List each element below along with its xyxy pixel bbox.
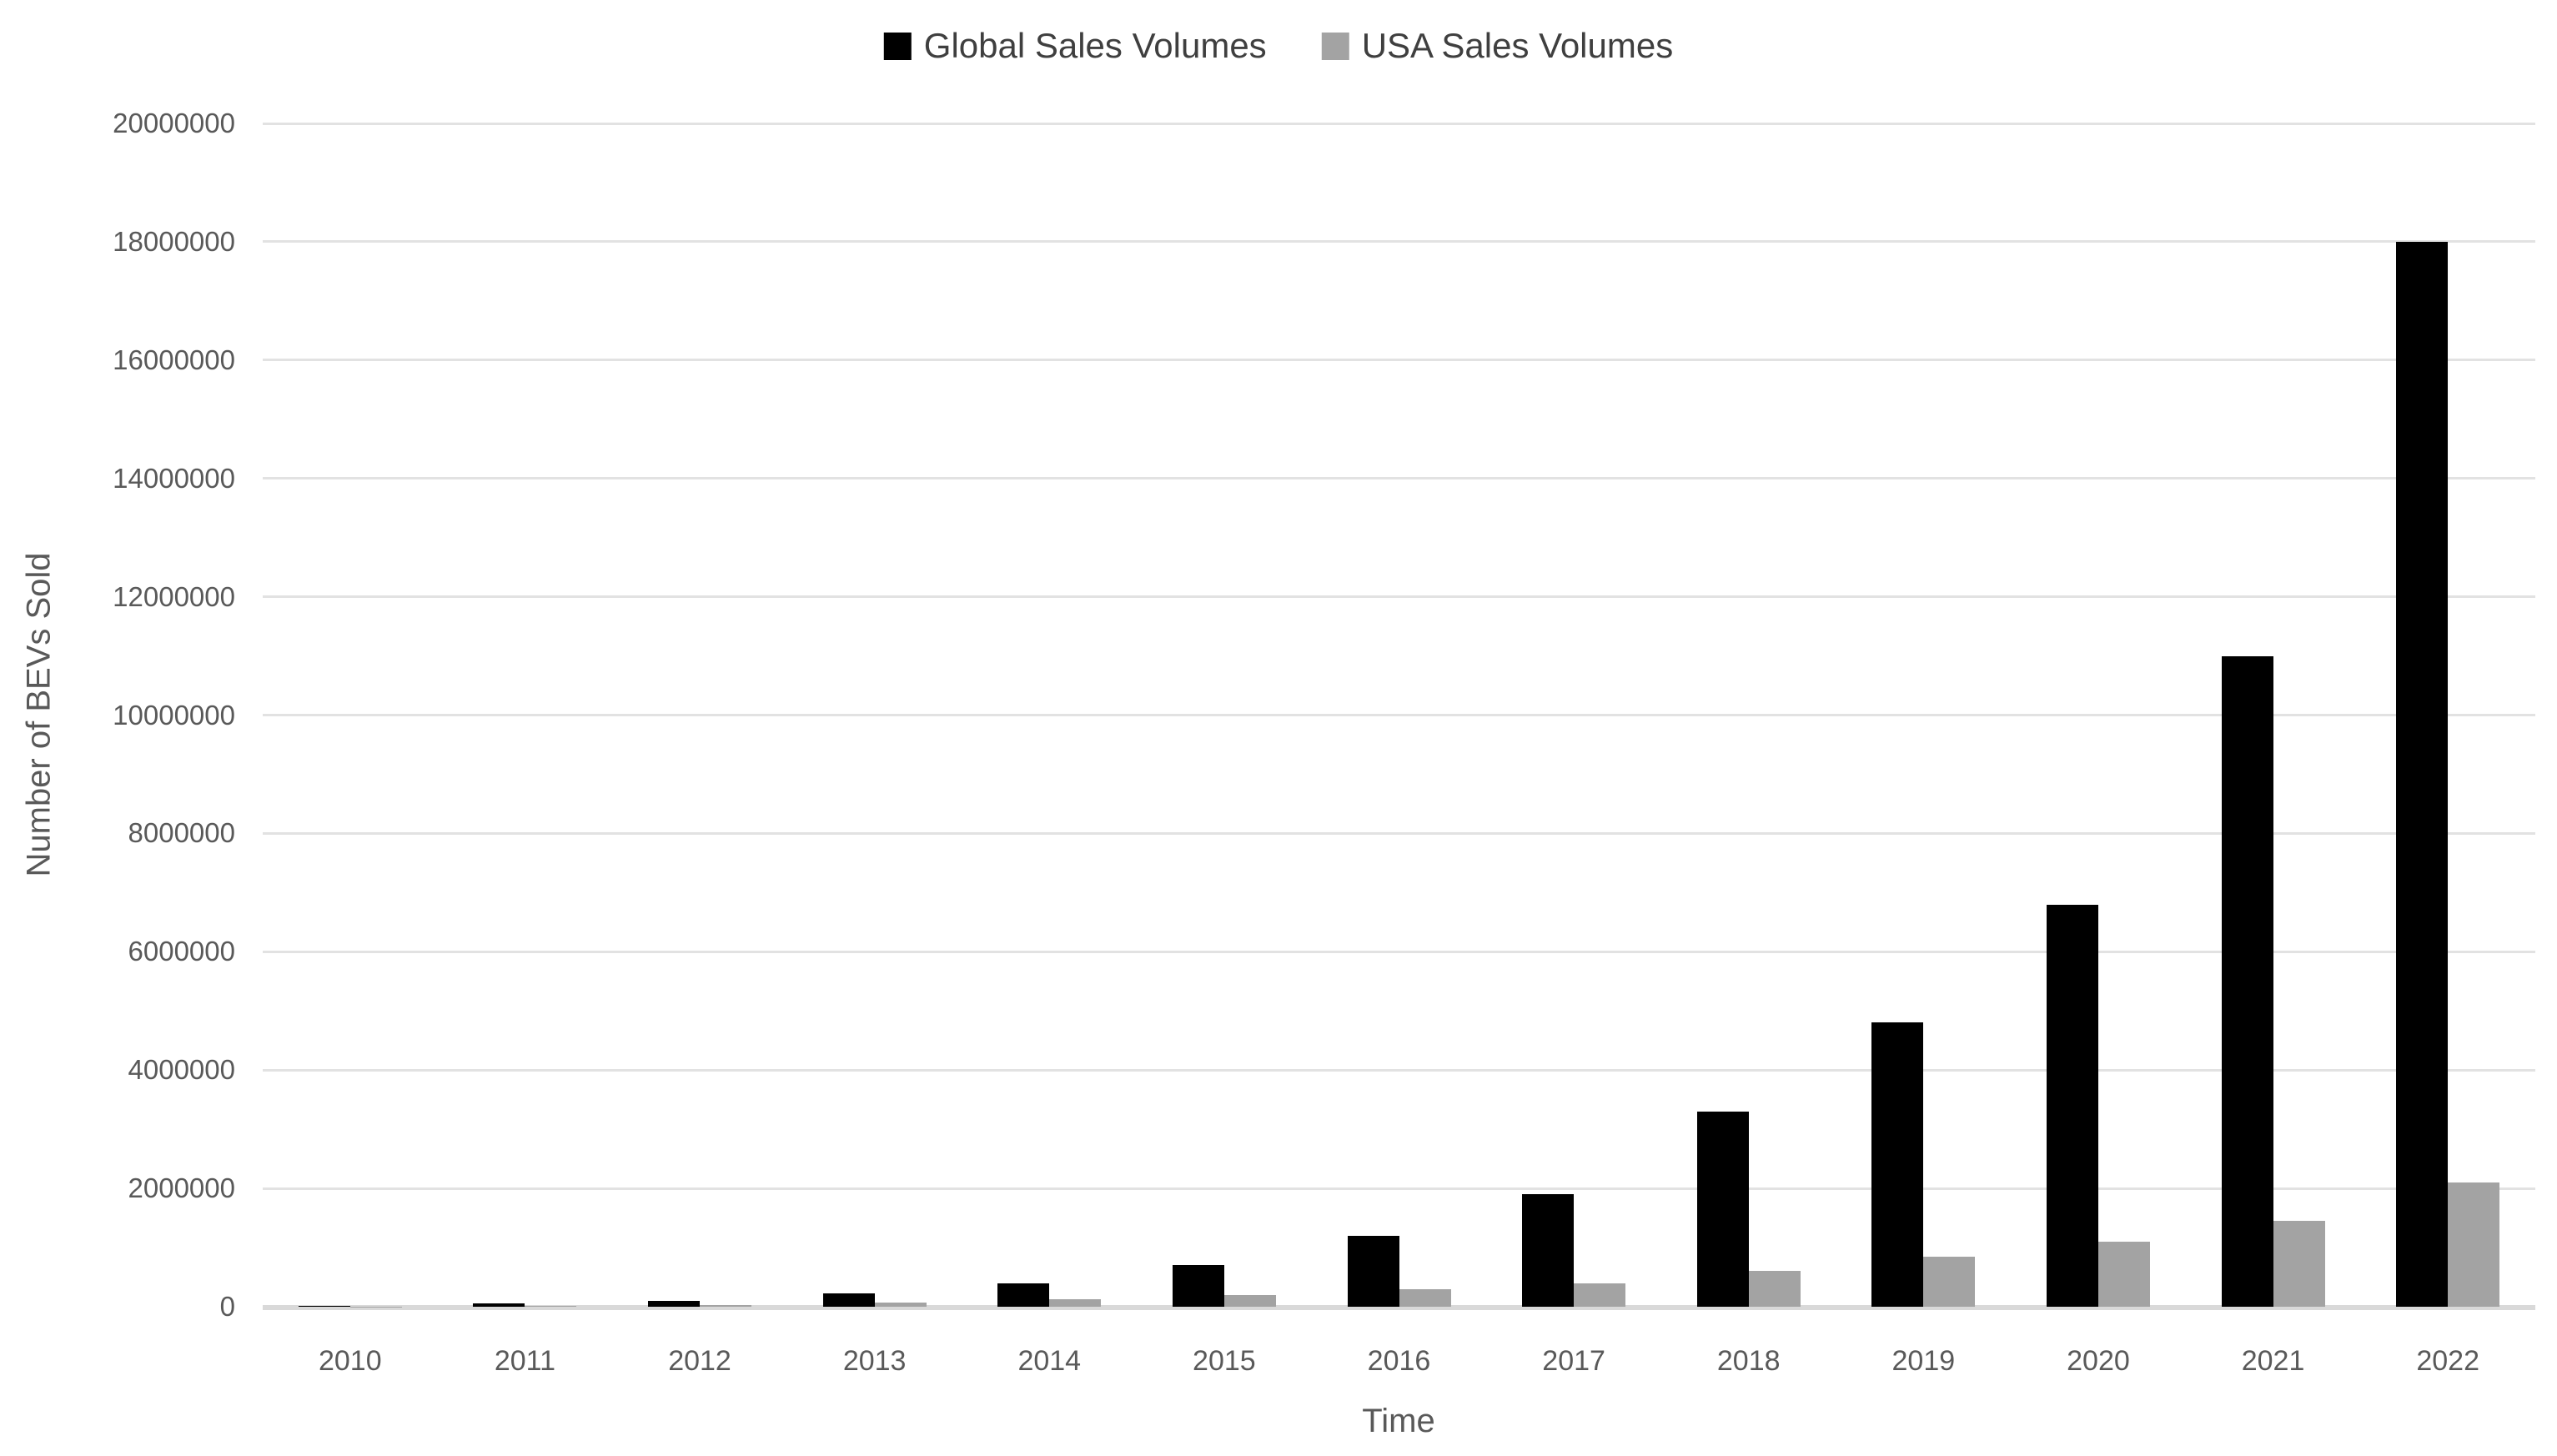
- x-tick-label-2018: 2018: [1716, 1345, 1781, 1377]
- gridline-4000000: [263, 1068, 2535, 1072]
- bar-usa-2021: [2273, 1221, 2325, 1307]
- bar-usa-2017: [1574, 1283, 1626, 1307]
- x-axis-title: Time: [1362, 1403, 1435, 1439]
- bar-global-2010: [298, 1305, 350, 1307]
- gridline-14000000: [263, 477, 2535, 480]
- x-tick-label-2010: 2010: [318, 1345, 382, 1377]
- legend-item-usa: USA Sales Volumes: [1321, 26, 1674, 65]
- bar-usa-2012: [700, 1304, 752, 1307]
- y-tick-label: 16000000: [113, 344, 235, 375]
- bar-usa-2011: [525, 1306, 577, 1307]
- legend-swatch-global-icon: [883, 32, 912, 60]
- bar-global-2012: [648, 1300, 701, 1307]
- y-tick-label: 12000000: [113, 580, 235, 612]
- legend-swatch-usa-icon: [1321, 32, 1349, 60]
- x-tick-label-2011: 2011: [494, 1345, 555, 1377]
- bar-global-2018: [1696, 1111, 1749, 1307]
- bar-usa-2022: [2448, 1182, 2500, 1307]
- gridline-10000000: [263, 714, 2535, 716]
- legend-item-global: Global Sales Volumes: [883, 26, 1267, 65]
- bar-usa-2019: [1923, 1256, 1976, 1307]
- bar-global-2019: [1871, 1022, 1924, 1307]
- y-tick-label: 2000000: [128, 1172, 235, 1204]
- y-tick-label: 0: [219, 1291, 235, 1322]
- y-axis-title: Number of BEVs Sold: [20, 552, 58, 877]
- gridline-8000000: [263, 831, 2535, 835]
- chart-legend: Global Sales Volumes USA Sales Volumes: [883, 26, 1674, 65]
- y-tick-label: 8000000: [128, 817, 235, 849]
- gridline-6000000: [263, 950, 2535, 953]
- bar-usa-2020: [2097, 1241, 2150, 1307]
- x-tick-label-2022: 2022: [2416, 1345, 2479, 1377]
- x-tick-label-2014: 2014: [1017, 1345, 1082, 1377]
- gridline-2000000: [263, 1187, 2535, 1190]
- x-tick-label-2016: 2016: [1367, 1345, 1431, 1377]
- y-tick-label: 10000000: [113, 699, 235, 731]
- y-tick-label: 18000000: [113, 225, 235, 257]
- x-tick-label-2020: 2020: [2067, 1345, 2130, 1377]
- x-tick-label-2013: 2013: [842, 1345, 907, 1377]
- x-axis-line: [263, 1305, 2535, 1310]
- gridline-18000000: [263, 240, 2535, 244]
- bar-global-2017: [1522, 1194, 1575, 1307]
- x-tick-label-2021: 2021: [2241, 1345, 2305, 1377]
- bar-usa-2015: [1223, 1294, 1276, 1307]
- bar-usa-2018: [1748, 1271, 1801, 1307]
- legend-label-global: Global Sales Volumes: [923, 26, 1267, 65]
- bar-global-2016: [1347, 1235, 1399, 1307]
- bar-global-2015: [1172, 1265, 1224, 1307]
- legend-label-usa: USA Sales Volumes: [1361, 26, 1674, 65]
- y-tick-label: 6000000: [128, 936, 235, 967]
- gridline-20000000: [263, 122, 2535, 125]
- x-tick-label-2012: 2012: [668, 1345, 731, 1377]
- bar-global-2022: [2396, 241, 2449, 1307]
- bar-usa-2016: [1399, 1288, 1451, 1307]
- bar-global-2021: [2221, 655, 2273, 1307]
- gridline-16000000: [263, 359, 2535, 362]
- y-tick-label: 14000000: [113, 462, 235, 494]
- bar-usa-2013: [874, 1303, 927, 1307]
- bar-global-2011: [473, 1303, 525, 1307]
- y-tick-label: 20000000: [113, 108, 235, 138]
- x-tick-label-2015: 2015: [1193, 1345, 1256, 1377]
- bar-global-2014: [997, 1283, 1050, 1307]
- bar-global-2013: [822, 1293, 875, 1307]
- y-tick-label: 4000000: [128, 1054, 235, 1086]
- x-tick-label-2019: 2019: [1891, 1345, 1956, 1377]
- gridline-12000000: [263, 595, 2535, 599]
- x-tick-label-2017: 2017: [1542, 1345, 1605, 1377]
- bar-global-2020: [2046, 904, 2098, 1307]
- bar-usa-2014: [1049, 1299, 1102, 1307]
